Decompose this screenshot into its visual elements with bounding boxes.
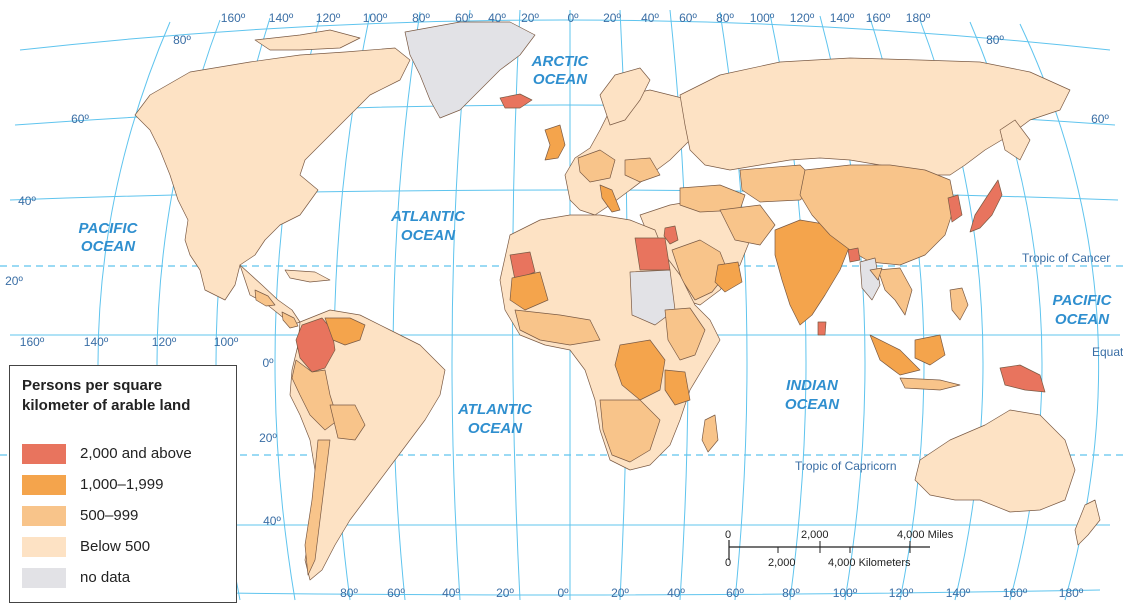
scale-miles-2000: 2,000 (801, 529, 829, 541)
top-lon-label: 20º (521, 11, 539, 25)
legend-item: 1,000–1,999 (22, 473, 232, 497)
top-lon-label: 40º (641, 11, 659, 25)
atlantic-ocean-north-label-2: OCEAN (401, 227, 456, 244)
equator-label: Equator (1092, 345, 1123, 359)
top-lon-label: 40º (488, 11, 506, 25)
bottom-lon-label: 120º (889, 586, 914, 600)
bottom-longitude-labels: 80º 60º 40º 20º 0º 20º 40º 60º 80º 100º … (340, 586, 1084, 600)
legend-swatch (22, 568, 66, 588)
bottom-lon-label: 60º (726, 586, 744, 600)
lat-label: 80º (173, 33, 191, 47)
legend: Persons per square kilometer of arable l… (9, 365, 237, 603)
arctic-ocean-label-1: ARCTIC (531, 53, 590, 70)
lat-label: 40º (263, 514, 281, 528)
top-lon-label: 120º (316, 11, 341, 25)
legend-title: Persons per square kilometer of arable l… (22, 377, 191, 414)
side-longitude-labels: 160º 140º 120º 100º (20, 335, 239, 349)
scale-km-4000: 4,000 Kilometers (828, 557, 911, 569)
scale-miles-4000: 4,000 Miles (897, 529, 954, 541)
legend-item: Below 500 (22, 535, 232, 559)
atlantic-ocean-south-label-2: OCEAN (468, 420, 523, 437)
indian-ocean-label-2: OCEAN (785, 396, 840, 413)
top-lon-label: 80º (412, 11, 430, 25)
bottom-lon-label: 20º (611, 586, 629, 600)
lat-label: 60º (1091, 112, 1109, 126)
pacific-ocean-east-label-2: OCEAN (1055, 311, 1110, 328)
side-lon-label: 100º (214, 335, 239, 349)
legend-label: 1,000–1,999 (80, 476, 164, 493)
legend-item: 2,000 and above (22, 442, 232, 466)
side-lon-label: 160º (20, 335, 45, 349)
top-lon-label: 180º (906, 11, 931, 25)
top-lon-label: 100º (363, 11, 388, 25)
pacific-ocean-east-label-1: PACIFIC (1053, 292, 1113, 309)
bottom-lon-label: 80º (782, 586, 800, 600)
lat-label: 0º (262, 356, 274, 370)
side-lon-label: 140º (84, 335, 109, 349)
legend-label: Below 500 (80, 538, 151, 555)
atlantic-ocean-south-label-1: ATLANTIC (457, 401, 533, 418)
bottom-lon-label: 140º (946, 586, 971, 600)
lat-label: 20º (5, 274, 23, 288)
side-lon-label: 120º (152, 335, 177, 349)
landmasses (134, 21, 1101, 581)
scale-miles-0: 0 (725, 529, 731, 541)
bottom-lon-label: 20º (496, 586, 514, 600)
legend-swatch (22, 475, 66, 495)
ocean-labels: ARCTIC OCEAN PACIFIC OCEAN ATLANTIC OCEA… (79, 53, 1113, 437)
legend-item: 500–999 (22, 504, 232, 528)
top-longitude-labels: 160º 140º 120º 100º 80º 60º 40º 20º 0º 2… (221, 11, 931, 25)
top-lon-label: 160º (221, 11, 246, 25)
arctic-ocean-label-2: OCEAN (533, 71, 588, 88)
legend-swatch (22, 506, 66, 526)
atlantic-ocean-north-label-1: ATLANTIC (390, 208, 466, 225)
top-lon-label: 140º (830, 11, 855, 25)
lat-label: 60º (71, 112, 89, 126)
pacific-ocean-west-label-2: OCEAN (81, 238, 136, 255)
lat-label: 20º (259, 431, 277, 445)
legend-label: no data (80, 569, 131, 586)
bottom-lon-label: 100º (833, 586, 858, 600)
lat-label: 40º (18, 194, 36, 208)
top-lon-label: 0º (567, 11, 579, 25)
bottom-lon-label: 40º (442, 586, 460, 600)
legend-label: 500–999 (80, 507, 139, 524)
legend-swatch (22, 444, 66, 464)
bottom-lon-label: 60º (387, 586, 405, 600)
bottom-lon-label: 80º (340, 586, 358, 600)
legend-swatch (22, 537, 66, 557)
top-lon-label: 60º (679, 11, 697, 25)
top-lon-label: 160º (866, 11, 891, 25)
tropic-of-cancer-label: Tropic of Cancer (1022, 251, 1110, 265)
pacific-ocean-west-label-1: PACIFIC (79, 220, 139, 237)
top-lon-label: 120º (790, 11, 815, 25)
top-lon-label: 100º (750, 11, 775, 25)
tropic-of-capricorn-label: Tropic of Capricorn (795, 459, 897, 473)
bottom-lon-label: 0º (557, 586, 569, 600)
bottom-lon-label: 180º (1059, 586, 1084, 600)
legend-label: 2,000 and above (80, 445, 192, 462)
scale-km-2000: 2,000 (768, 557, 796, 569)
scale-bar: 0 2,000 4,000 Miles 0 2,000 4,000 Kilome… (725, 529, 954, 569)
bottom-lon-label: 160º (1003, 586, 1028, 600)
top-lon-label: 20º (603, 11, 621, 25)
indian-ocean-label-1: INDIAN (786, 377, 839, 394)
lat-label: 80º (986, 33, 1004, 47)
top-lon-label: 140º (269, 11, 294, 25)
legend-item: no data (22, 566, 232, 590)
top-lon-label: 60º (455, 11, 473, 25)
bottom-lon-label: 40º (667, 586, 685, 600)
top-lon-label: 80º (716, 11, 734, 25)
scale-km-0: 0 (725, 557, 731, 569)
latitude-labels: 80º 60º 40º 20º 0º 20º 40º 80º 60º (5, 33, 1109, 528)
